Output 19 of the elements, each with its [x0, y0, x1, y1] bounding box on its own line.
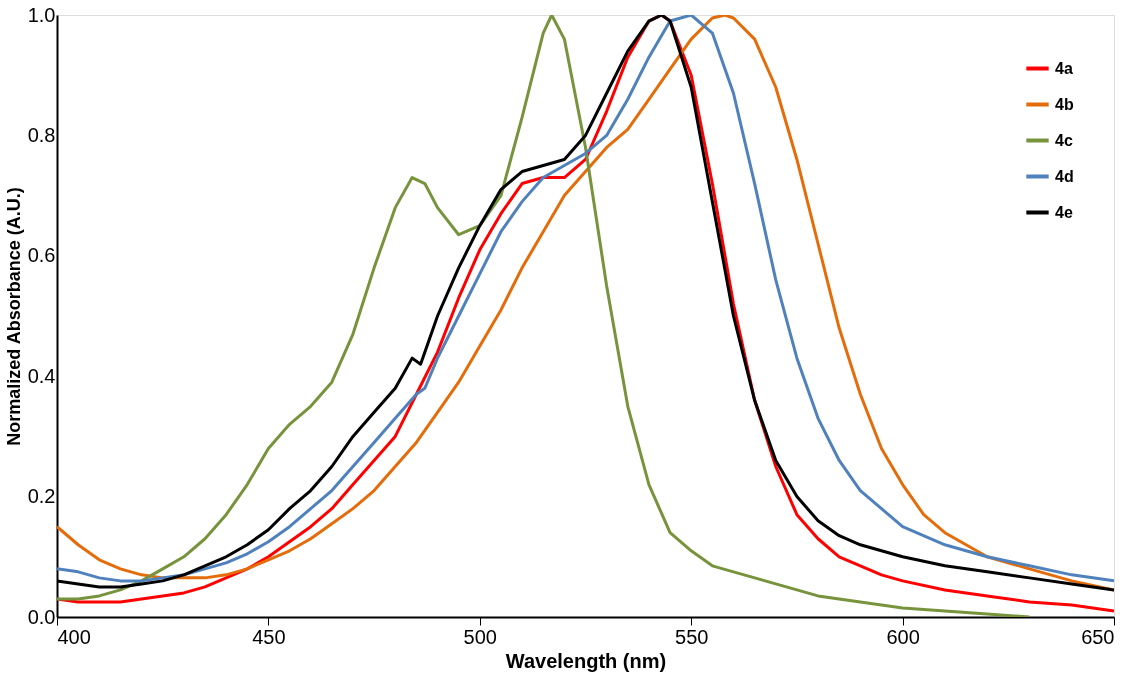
x-tick-label: 500 — [463, 625, 497, 648]
x-tick-label: 550 — [675, 625, 709, 648]
y-tick-label: 0.6 — [27, 244, 56, 267]
y-axis-title: Normalized Absorbance (A.U.) — [3, 187, 24, 446]
x-axis-title: Wavelength (nm) — [505, 649, 667, 672]
legend-label: 4c — [1055, 131, 1073, 149]
legend-label: 4b — [1055, 95, 1074, 113]
x-tick-label: 600 — [886, 625, 920, 648]
y-tick-label: 0.0 — [27, 605, 56, 628]
legend-label: 4a — [1055, 59, 1073, 77]
x-tick-label: 650 — [1081, 625, 1115, 648]
x-tick-label: 450 — [252, 625, 286, 648]
y-tick-label: 0.2 — [27, 485, 56, 508]
y-tick-label: 0.4 — [27, 364, 56, 387]
y-tick-label: 1.0 — [27, 3, 56, 26]
legend-label: 4e — [1055, 203, 1073, 221]
y-tick-label: 0.8 — [27, 123, 56, 146]
x-tick-label: 400 — [57, 625, 91, 648]
legend-label: 4d — [1055, 167, 1074, 185]
